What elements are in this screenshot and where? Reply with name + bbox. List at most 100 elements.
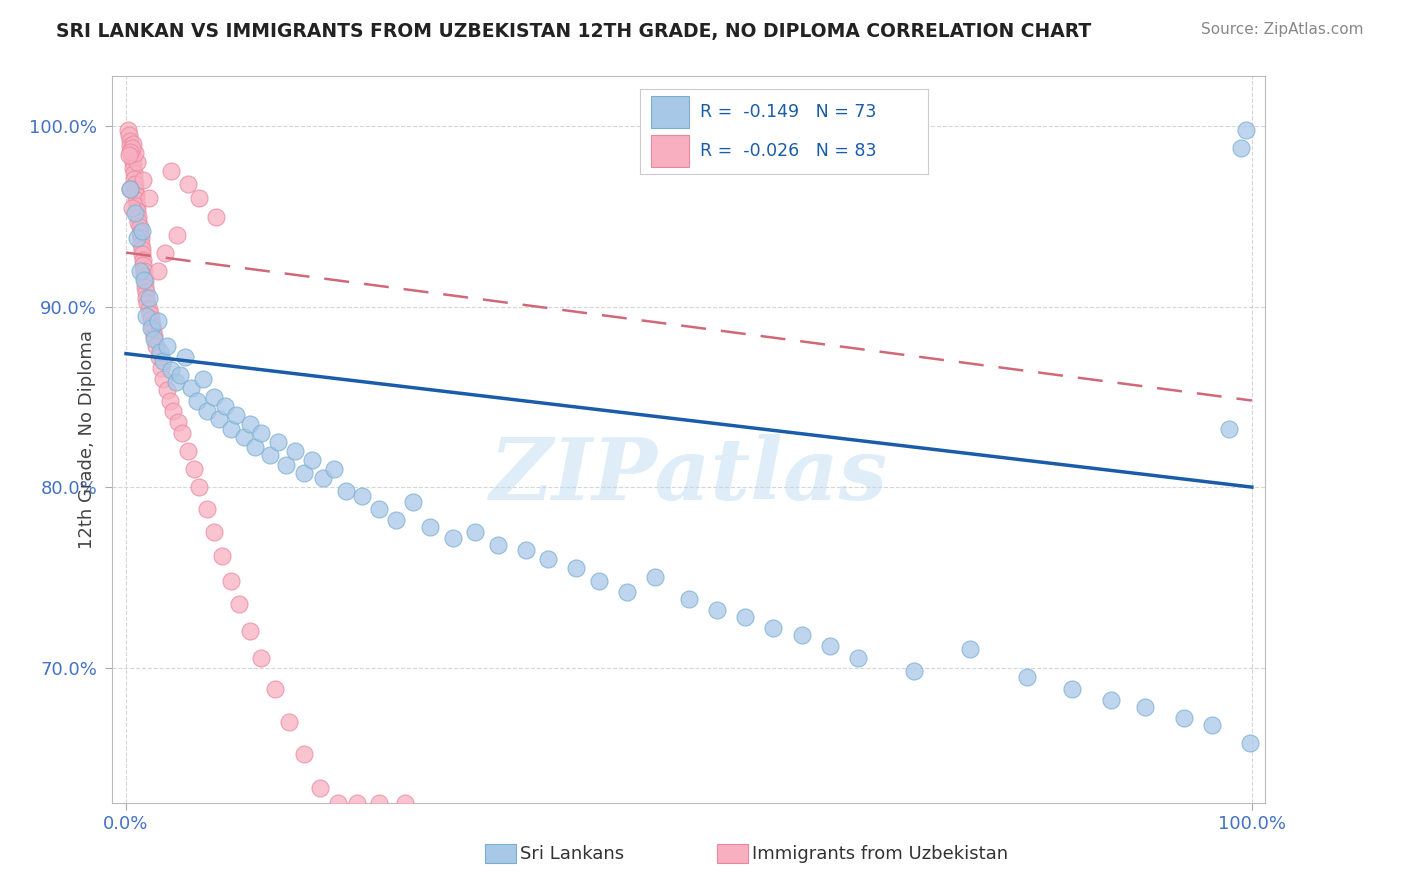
Point — [155, 245, 177, 260]
Point — [402, 494, 425, 508]
Point — [1060, 682, 1083, 697]
Point — [394, 796, 416, 810]
Point — [127, 215, 149, 229]
Point — [121, 145, 143, 159]
Text: Source: ZipAtlas.com: Source: ZipAtlas.com — [1201, 22, 1364, 37]
Point — [155, 339, 177, 353]
Point — [149, 361, 172, 376]
Point — [166, 227, 188, 242]
Point — [706, 603, 728, 617]
Point — [790, 628, 813, 642]
Point — [138, 192, 160, 206]
Point — [138, 301, 160, 316]
Point — [152, 372, 174, 386]
Point — [121, 150, 143, 164]
Point — [118, 148, 141, 162]
Point — [132, 268, 155, 283]
Point — [120, 139, 142, 153]
Point — [139, 312, 162, 326]
Point — [139, 321, 162, 335]
Text: SRI LANKAN VS IMMIGRANTS FROM UZBEKISTAN 12TH GRADE, NO DIPLOMA CORRELATION CHAR: SRI LANKAN VS IMMIGRANTS FROM UZBEKISTAN… — [56, 22, 1091, 41]
Point — [1173, 711, 1195, 725]
Point — [762, 621, 785, 635]
Point — [125, 194, 148, 208]
Point — [148, 350, 170, 364]
Point — [146, 263, 169, 277]
Point — [146, 314, 169, 328]
Point — [118, 128, 141, 143]
Point — [239, 624, 262, 639]
Point — [346, 796, 368, 810]
Point — [117, 123, 139, 137]
Point — [464, 525, 486, 540]
Point — [160, 164, 183, 178]
Point — [214, 399, 236, 413]
Point — [124, 206, 146, 220]
Point — [308, 781, 330, 796]
Point — [818, 639, 841, 653]
Point — [274, 458, 297, 473]
Y-axis label: 12th Grade, No Diploma: 12th Grade, No Diploma — [77, 330, 96, 549]
Point — [128, 263, 150, 277]
Point — [195, 404, 218, 418]
Point — [188, 192, 211, 206]
Point — [145, 339, 167, 353]
Point — [121, 137, 143, 152]
Point — [959, 642, 981, 657]
Point — [326, 796, 349, 810]
Point — [188, 480, 211, 494]
Point — [259, 448, 281, 462]
Point — [903, 664, 925, 678]
Point — [138, 291, 160, 305]
Point — [125, 187, 148, 202]
Point — [180, 381, 202, 395]
Point — [1239, 736, 1261, 750]
Point — [149, 344, 172, 359]
Point — [127, 199, 149, 213]
Text: R =  -0.149   N = 73: R = -0.149 N = 73 — [700, 103, 876, 121]
Point — [208, 411, 231, 425]
Point — [219, 422, 242, 436]
Text: R =  -0.026   N = 83: R = -0.026 N = 83 — [700, 142, 877, 160]
Point — [292, 466, 315, 480]
Text: ZIPatlas: ZIPatlas — [489, 434, 889, 517]
Point — [644, 570, 666, 584]
Point — [162, 404, 184, 418]
Point — [127, 210, 149, 224]
Point — [515, 543, 537, 558]
Text: Sri Lankans: Sri Lankans — [520, 845, 624, 863]
Point — [131, 242, 153, 256]
Point — [1133, 700, 1156, 714]
Point — [441, 531, 464, 545]
Point — [120, 182, 142, 196]
Point — [169, 368, 191, 383]
Point — [284, 444, 307, 458]
Point — [132, 263, 155, 277]
Point — [368, 796, 391, 810]
Point — [132, 173, 155, 187]
Point — [128, 226, 150, 240]
Bar — [651, 96, 689, 128]
Point — [588, 574, 610, 588]
Bar — [651, 135, 689, 167]
Point — [312, 471, 335, 485]
Point — [143, 332, 166, 346]
Point — [124, 146, 146, 161]
Point — [134, 280, 156, 294]
Point — [120, 182, 142, 196]
Point — [205, 210, 228, 224]
Point — [177, 177, 200, 191]
Point — [537, 552, 560, 566]
Point — [159, 393, 181, 408]
Point — [250, 651, 273, 665]
Point — [135, 309, 157, 323]
Point — [278, 714, 301, 729]
Point — [239, 417, 262, 431]
Point — [846, 651, 869, 665]
Point — [141, 318, 163, 332]
Point — [160, 363, 183, 377]
Point — [219, 574, 242, 588]
Point — [1201, 718, 1223, 732]
Point — [228, 598, 250, 612]
Point — [122, 166, 145, 180]
